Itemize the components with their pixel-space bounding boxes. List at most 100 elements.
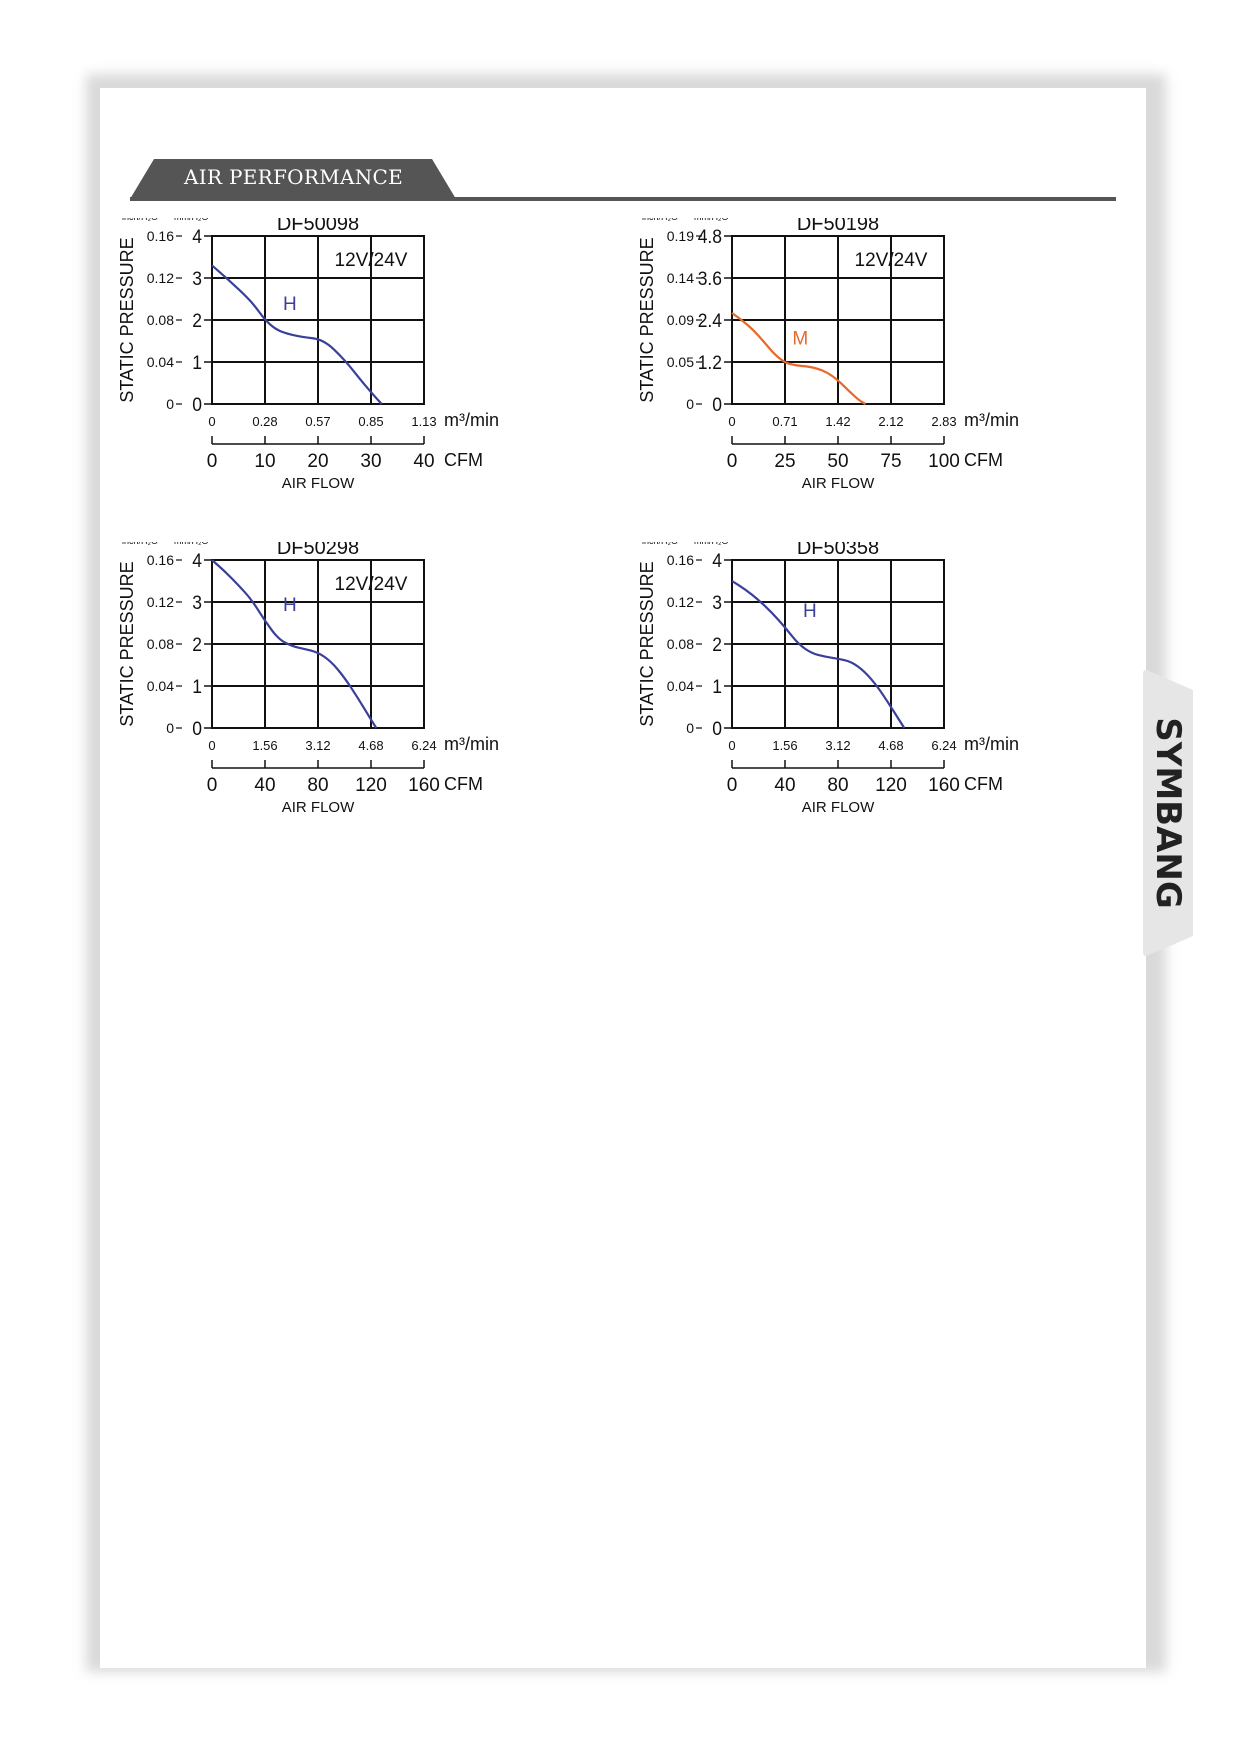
- y-tick-label-inch: 0.08: [147, 636, 174, 652]
- chart-title: DF50098: [277, 218, 359, 235]
- y-tick-label-mm: 3: [192, 267, 202, 289]
- x-tick-label-m3: 0: [208, 414, 215, 429]
- y-tick-label-mm: 4: [192, 225, 202, 247]
- chart-title: DF50358: [797, 542, 879, 559]
- chart-title: DF50298: [277, 542, 359, 559]
- y-tick-label-inch: 0.04: [147, 678, 174, 694]
- y-tick-label-inch: 0.09: [667, 312, 694, 328]
- x-tick-label-m3: 1.13: [411, 414, 436, 429]
- chart-df50098: DF50098inch/H₂Omm/H₂OSTATIC PRESSURE0010…: [118, 218, 499, 492]
- x-tick-label-cfm: 75: [880, 451, 901, 472]
- y-tick-label-inch: 0.19: [667, 228, 694, 244]
- y-tick-label-inch: 0.04: [667, 678, 694, 694]
- x-tick-label-m3: 2.83: [931, 414, 956, 429]
- x-tick-label-m3: 0.71: [772, 414, 797, 429]
- y-tick-label-mm: 0: [712, 717, 722, 739]
- x-tick-label-m3: 4.68: [878, 738, 903, 753]
- y-tick-label-inch: 0.12: [147, 270, 174, 286]
- y-tick-label-mm: 3: [192, 591, 202, 613]
- x-tick-label-cfm: 0: [207, 775, 218, 796]
- side-tab-shape: [1143, 670, 1193, 956]
- x-unit-cfm: CFM: [444, 774, 483, 794]
- series-label: M: [792, 328, 808, 349]
- y-tick-label-mm: 3.6: [698, 267, 722, 289]
- brand-logo: SYMBANG: [1148, 717, 1188, 909]
- x-tick-label-cfm: 80: [827, 775, 848, 796]
- y-unit-inch: inch/H₂O: [642, 218, 678, 222]
- y-axis-label: STATIC PRESSURE: [118, 237, 137, 402]
- y-tick-label-inch: 0.16: [147, 228, 174, 244]
- y-axis-label: STATIC PRESSURE: [638, 561, 657, 726]
- y-tick-label-mm: 1: [192, 351, 202, 373]
- x-tick-label-cfm: 80: [307, 775, 328, 796]
- y-unit-mm: mm/H₂O: [694, 542, 729, 546]
- x-tick-label-cfm: 120: [355, 775, 387, 796]
- y-tick-label-inch: 0.12: [147, 594, 174, 610]
- y-tick-label-mm: 3: [712, 591, 722, 613]
- y-tick-label-inch: 0.08: [147, 312, 174, 328]
- y-tick-label-inch: 0.05: [667, 354, 694, 370]
- y-tick-label-mm: 2.4: [698, 309, 722, 331]
- x-unit-cfm: CFM: [444, 450, 483, 470]
- y-tick-label-mm: 0: [192, 717, 202, 739]
- series-label: H: [803, 601, 817, 622]
- x-tick-label-cfm: 50: [827, 451, 848, 472]
- x-unit-m3: m³/min: [444, 734, 499, 754]
- y-tick-label-inch: 0.16: [667, 552, 694, 568]
- section-title: AIR PERFORMANCE: [184, 165, 404, 189]
- x-tick-label-cfm: 160: [928, 775, 960, 796]
- x-tick-label-cfm: 120: [875, 775, 907, 796]
- y-tick-label-inch: 0: [166, 720, 174, 736]
- x-tick-label-m3: 0: [728, 738, 735, 753]
- section-header: AIR PERFORMANCE: [130, 157, 1116, 203]
- x-tick-label-m3: 0: [728, 414, 735, 429]
- series-line-h: [731, 580, 906, 729]
- chart-df50358: DF50358inch/H₂Omm/H₂OSTATIC PRESSURE0010…: [638, 542, 1019, 816]
- y-tick-label-inch: 0: [166, 396, 174, 412]
- y-unit-mm: mm/H₂O: [174, 542, 209, 546]
- x-tick-label-cfm: 10: [254, 451, 275, 472]
- x-axis-label: AIR FLOW: [282, 475, 355, 492]
- series-line-m: [731, 312, 867, 405]
- x-tick-label-m3: 0: [208, 738, 215, 753]
- x-unit-cfm: CFM: [964, 774, 1003, 794]
- x-tick-label-m3: 4.68: [358, 738, 383, 753]
- y-tick-label-mm: 2: [712, 633, 722, 655]
- x-tick-label-m3: 1.56: [252, 738, 277, 753]
- chart-df50298: DF50298inch/H₂Omm/H₂OSTATIC PRESSURE0010…: [118, 542, 499, 816]
- y-tick-label-mm: 0: [712, 393, 722, 415]
- x-tick-label-cfm: 100: [928, 451, 960, 472]
- y-tick-label-inch: 0.04: [147, 354, 174, 370]
- series-line-h: [211, 559, 378, 729]
- y-tick-label-mm: 1: [712, 675, 722, 697]
- x-tick-label-cfm: 0: [727, 451, 738, 472]
- y-unit-inch: inch/H₂O: [122, 542, 158, 546]
- x-tick-label-cfm: 30: [360, 451, 381, 472]
- document-page: [100, 88, 1146, 1668]
- x-tick-label-cfm: 160: [408, 775, 440, 796]
- y-tick-label-mm: 1.2: [698, 351, 722, 373]
- x-tick-label-m3: 6.24: [931, 738, 956, 753]
- x-tick-label-cfm: 0: [727, 775, 738, 796]
- x-unit-m3: m³/min: [964, 410, 1019, 430]
- x-tick-label-m3: 3.12: [305, 738, 330, 753]
- section-header-shape: [130, 159, 1116, 201]
- x-axis-label: AIR FLOW: [282, 799, 355, 816]
- x-tick-label-cfm: 40: [254, 775, 275, 796]
- y-tick-label-mm: 1: [192, 675, 202, 697]
- y-unit-inch: inch/H₂O: [642, 542, 678, 546]
- x-axis-label: AIR FLOW: [802, 475, 875, 492]
- x-tick-label-m3: 3.12: [825, 738, 850, 753]
- x-unit-m3: m³/min: [444, 410, 499, 430]
- x-tick-label-cfm: 40: [774, 775, 795, 796]
- y-tick-label-inch: 0: [686, 396, 694, 412]
- y-tick-label-mm: 4: [192, 549, 202, 571]
- series-label: H: [283, 294, 297, 315]
- x-tick-label-cfm: 40: [413, 451, 434, 472]
- x-unit-m3: m³/min: [964, 734, 1019, 754]
- voltage-annotation: 12V/24V: [855, 250, 928, 271]
- x-tick-label-m3: 0.28: [252, 414, 277, 429]
- x-tick-label-m3: 1.42: [825, 414, 850, 429]
- x-tick-label-m3: 6.24: [411, 738, 436, 753]
- y-tick-label-inch: 0.14: [667, 270, 694, 286]
